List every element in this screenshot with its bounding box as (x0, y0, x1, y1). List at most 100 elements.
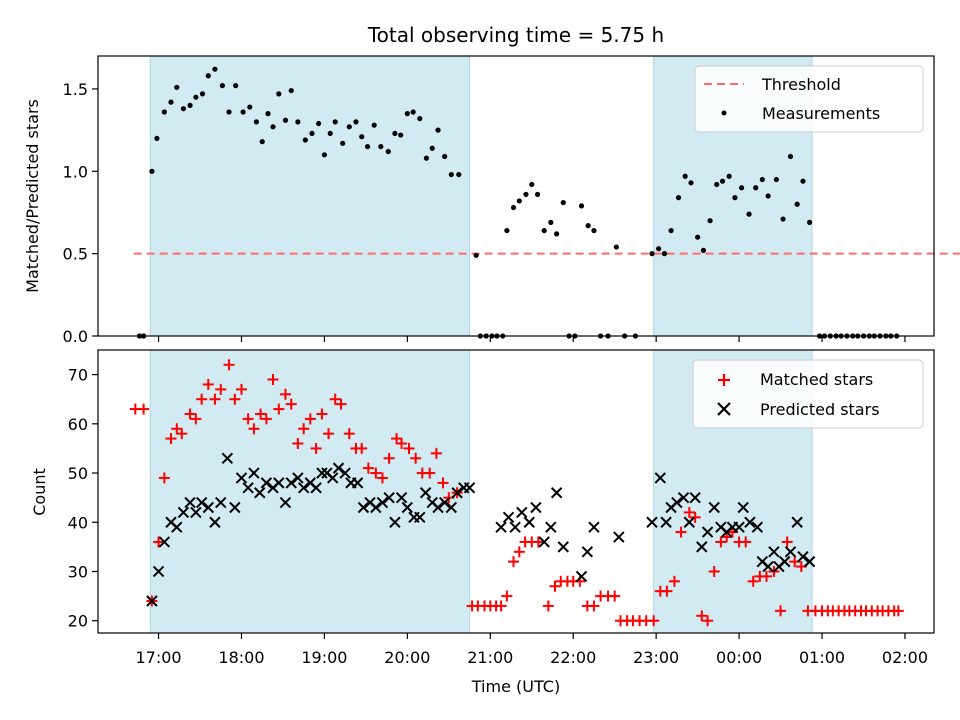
measurement-point (424, 156, 429, 161)
measurement-point (200, 91, 205, 96)
measurement-point (340, 141, 345, 146)
measurement-point (303, 137, 308, 142)
top-y-axis-label: Matched/Predicted stars (23, 99, 42, 293)
legend-threshold-label: Threshold (761, 75, 841, 94)
measurement-point (316, 121, 321, 126)
measurement-point (233, 83, 238, 88)
figure: Total observing time = 5.75 h 0.00.51.01… (0, 0, 960, 720)
measurement-point (254, 119, 259, 124)
measurement-point (474, 253, 479, 258)
measurement-point (149, 169, 154, 174)
measurement-point (535, 192, 540, 197)
measurement-point (800, 179, 805, 184)
measurement-point (727, 174, 732, 179)
measurement-point (162, 109, 167, 114)
measurement-point (270, 124, 275, 129)
measurement-point (456, 172, 461, 177)
measurement-point (247, 104, 252, 109)
measurement-point (523, 192, 528, 197)
measurement-point (554, 231, 559, 236)
measurement-point (398, 132, 403, 137)
measurement-point (283, 118, 288, 123)
measurement-point (193, 95, 198, 100)
measurement-point (668, 228, 673, 233)
measurement-point (174, 85, 179, 90)
measurement-point (504, 228, 509, 233)
measurement-point (435, 128, 440, 133)
measurement-point (579, 203, 584, 208)
measurement-point (276, 91, 281, 96)
x-tick-label: 23:00 (633, 648, 679, 667)
top-legend: Threshold Measurements (695, 66, 923, 132)
measurement-point (417, 116, 422, 121)
measurement-point (614, 244, 619, 249)
x-tick-label: 00:00 (716, 648, 762, 667)
y-tick-label: 1.5 (63, 80, 88, 99)
measurement-point (720, 179, 725, 184)
x-axis-label: Time (UTC) (471, 677, 560, 696)
measurement-point (548, 220, 553, 225)
measurement-point (561, 200, 566, 205)
chart-title: Total observing time = 5.75 h (367, 23, 664, 47)
y-tick-label: 0.0 (63, 327, 88, 346)
measurement-point (241, 109, 246, 114)
measurement-point (168, 100, 173, 105)
measurement-point (683, 174, 688, 179)
x-tick-label: 19:00 (301, 648, 347, 667)
y-tick-label: 60 (68, 415, 88, 434)
measurement-point (411, 109, 416, 114)
measurement-point (449, 172, 454, 177)
y-tick-label: 0.5 (63, 245, 88, 264)
measurement-point (405, 111, 410, 116)
measurement-point (322, 152, 327, 157)
measurement-point (688, 180, 693, 185)
x-tick-label: 22:00 (550, 648, 596, 667)
measurement-point (154, 136, 159, 141)
measurement-point (372, 123, 377, 128)
measurement-point (662, 251, 667, 256)
measurement-point (529, 182, 534, 187)
measurement-point (746, 212, 751, 217)
measurement-point (542, 228, 547, 233)
measurement-point (206, 73, 211, 78)
measurement-point (309, 131, 314, 136)
measurement-point (365, 144, 370, 149)
measurement-point (347, 124, 352, 129)
measurement-point (739, 185, 744, 190)
measurement-point (517, 198, 522, 203)
measurement-point (760, 177, 765, 182)
x-tick-label: 21:00 (467, 648, 513, 667)
measurement-point (260, 139, 265, 144)
measurement-point (289, 88, 294, 93)
measurement-point (378, 144, 383, 149)
y-tick-label: 70 (68, 366, 88, 385)
measurement-point (265, 111, 270, 116)
measurement-point (774, 177, 779, 182)
legend-predicted-label: Predicted stars (760, 400, 880, 419)
measurement-point (732, 195, 737, 200)
x-tick-label: 17:00 (135, 648, 181, 667)
measurement-point (807, 220, 812, 225)
measurement-point (353, 119, 358, 124)
measurement-point (695, 235, 700, 240)
shaded-region (150, 350, 469, 633)
measurement-point (392, 131, 397, 136)
measurement-point (430, 146, 435, 151)
measurement-point (212, 67, 217, 72)
measurement-point (511, 205, 516, 210)
legend-matched-label: Matched stars (760, 370, 873, 389)
x-tick-label: 20:00 (384, 648, 430, 667)
measurement-point (701, 248, 706, 253)
measurement-point (714, 182, 719, 187)
measurement-point (226, 109, 231, 114)
measurement-point (795, 202, 800, 207)
measurement-point (780, 216, 785, 221)
x-tick-label: 01:00 (799, 648, 845, 667)
measurement-point (676, 195, 681, 200)
measurement-point (591, 228, 596, 233)
measurement-point (181, 106, 186, 111)
measurement-point (220, 83, 225, 88)
measurement-point (442, 154, 447, 159)
measurement-point (753, 185, 758, 190)
y-tick-label: 50 (68, 464, 88, 483)
